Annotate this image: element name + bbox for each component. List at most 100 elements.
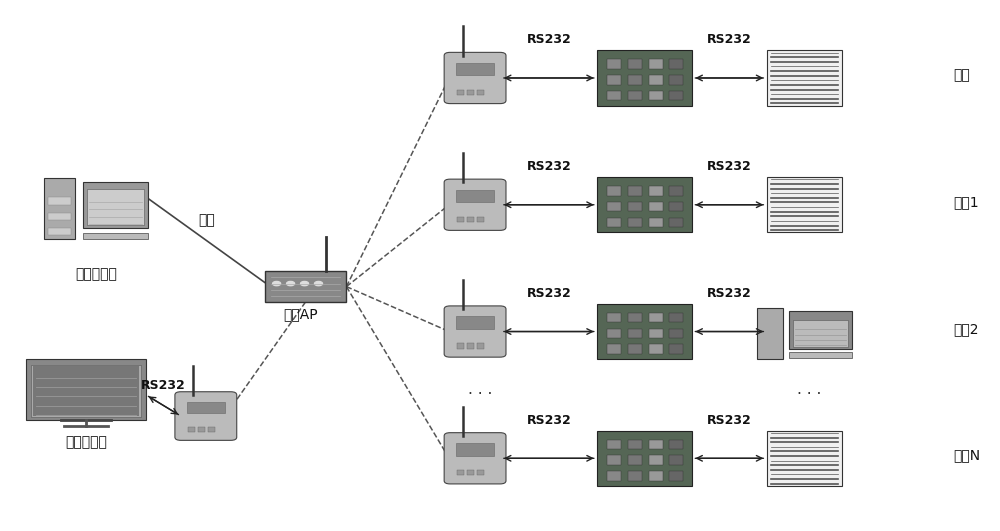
Bar: [607, 218, 621, 227]
Text: RS232: RS232: [526, 414, 571, 426]
Bar: [649, 456, 663, 465]
Bar: [607, 456, 621, 465]
Bar: [649, 186, 663, 195]
Bar: [757, 308, 783, 359]
Bar: [477, 217, 484, 222]
Bar: [607, 75, 621, 84]
Text: RS232: RS232: [526, 33, 571, 46]
Bar: [789, 352, 852, 358]
Bar: [628, 59, 642, 68]
Bar: [649, 471, 663, 481]
Bar: [456, 443, 494, 456]
Bar: [607, 313, 621, 322]
Bar: [793, 320, 848, 347]
Bar: [467, 217, 474, 222]
Bar: [467, 90, 474, 95]
Bar: [789, 311, 852, 348]
Bar: [628, 202, 642, 211]
Bar: [607, 202, 621, 211]
Text: RS232: RS232: [526, 160, 571, 173]
Bar: [628, 186, 642, 195]
Text: 从机2: 从机2: [954, 322, 979, 336]
Bar: [48, 228, 71, 235]
Bar: [26, 359, 146, 420]
Bar: [597, 304, 692, 359]
Bar: [649, 202, 663, 211]
Bar: [649, 440, 663, 449]
Bar: [649, 345, 663, 354]
Text: RS232: RS232: [707, 414, 752, 426]
Text: 网线: 网线: [198, 213, 215, 227]
Bar: [669, 75, 683, 84]
Bar: [48, 198, 71, 205]
Bar: [767, 431, 842, 486]
Bar: [607, 440, 621, 449]
Bar: [649, 329, 663, 338]
Text: RS232: RS232: [707, 33, 752, 46]
Bar: [628, 456, 642, 465]
Bar: [649, 59, 663, 68]
Bar: [669, 456, 683, 465]
Text: RS232: RS232: [141, 379, 186, 392]
Bar: [669, 313, 683, 322]
Bar: [31, 365, 141, 417]
Bar: [467, 470, 474, 475]
Bar: [669, 202, 683, 211]
Bar: [669, 329, 683, 338]
Bar: [649, 218, 663, 227]
Circle shape: [287, 281, 295, 286]
Bar: [669, 218, 683, 227]
Bar: [198, 426, 205, 432]
Bar: [669, 471, 683, 481]
Bar: [457, 470, 464, 475]
Bar: [187, 401, 225, 414]
Bar: [457, 90, 464, 95]
Bar: [83, 233, 148, 239]
Text: RS232: RS232: [707, 287, 752, 300]
Bar: [467, 344, 474, 349]
Circle shape: [301, 281, 309, 286]
Bar: [628, 329, 642, 338]
Bar: [628, 471, 642, 481]
FancyBboxPatch shape: [444, 433, 506, 484]
Bar: [669, 440, 683, 449]
FancyBboxPatch shape: [444, 179, 506, 230]
Bar: [649, 91, 663, 100]
Bar: [456, 316, 494, 329]
Bar: [607, 471, 621, 481]
FancyBboxPatch shape: [175, 392, 237, 440]
Bar: [456, 190, 494, 202]
Text: 从机N: 从机N: [954, 449, 981, 463]
Bar: [265, 271, 346, 302]
Bar: [628, 313, 642, 322]
Bar: [628, 75, 642, 84]
Text: RS232: RS232: [707, 160, 752, 173]
Text: 从机1: 从机1: [954, 195, 979, 209]
Text: 视景计算机: 视景计算机: [65, 435, 107, 449]
FancyBboxPatch shape: [444, 306, 506, 357]
Circle shape: [273, 281, 281, 286]
Bar: [597, 431, 692, 486]
Bar: [456, 63, 494, 75]
Text: RS232: RS232: [526, 287, 571, 300]
Text: 主机: 主机: [954, 68, 970, 82]
Bar: [477, 470, 484, 475]
Bar: [477, 344, 484, 349]
Bar: [669, 186, 683, 195]
Bar: [48, 213, 71, 220]
Circle shape: [315, 281, 322, 286]
Bar: [628, 345, 642, 354]
Bar: [628, 218, 642, 227]
Bar: [607, 345, 621, 354]
Bar: [44, 178, 75, 239]
Bar: [477, 90, 484, 95]
Bar: [83, 182, 148, 228]
Bar: [457, 344, 464, 349]
Bar: [669, 59, 683, 68]
Bar: [607, 91, 621, 100]
Bar: [628, 91, 642, 100]
Text: 无线AP: 无线AP: [283, 307, 318, 321]
Bar: [607, 59, 621, 68]
Bar: [33, 366, 139, 416]
Bar: [457, 217, 464, 222]
